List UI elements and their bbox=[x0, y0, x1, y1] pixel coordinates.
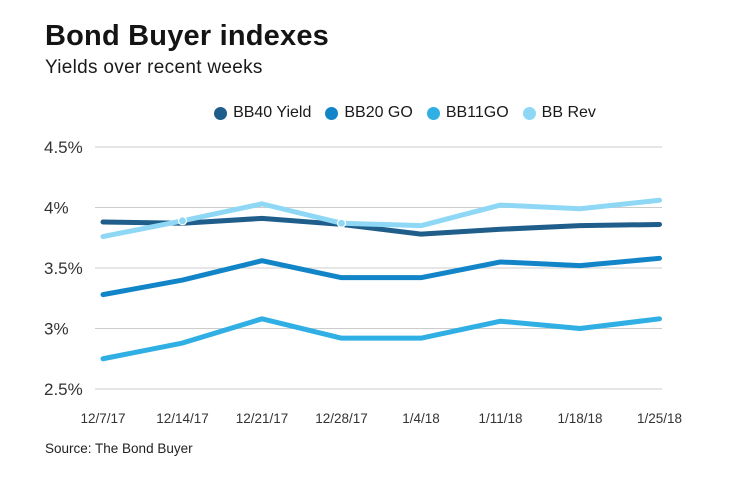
series-line-bb40-yield bbox=[100, 215, 662, 237]
legend-label-bb-rev: BB Rev bbox=[541, 104, 596, 121]
chart-subtitle: Yields over recent weeks bbox=[45, 57, 263, 78]
y-tick-label: 3.5% bbox=[44, 259, 83, 278]
y-tick-label: 4.5% bbox=[44, 138, 83, 157]
legend-label-bb11go: BB11GO bbox=[445, 104, 509, 121]
x-tick-label: 1/4/18 bbox=[402, 411, 440, 426]
x-tick-label: 1/18/18 bbox=[557, 411, 602, 426]
x-tick-label: 12/14/17 bbox=[156, 411, 209, 426]
legend-item-bb11go: BB11GO bbox=[426, 104, 509, 122]
legend-swatch-bb20-go bbox=[325, 106, 339, 120]
highlight-dot bbox=[336, 218, 347, 228]
source-credit: Source: The Bond Buyer bbox=[45, 441, 193, 456]
x-tick-label: 12/21/17 bbox=[236, 411, 289, 426]
x-tick-label: 12/7/17 bbox=[80, 411, 125, 426]
chart-title: Bond Buyer indexes bbox=[45, 20, 329, 52]
legend-swatch-bb40-yield bbox=[214, 106, 228, 120]
legend-label-bb40-yield: BB40 Yield bbox=[233, 104, 312, 121]
series-line-bb20-go bbox=[100, 255, 662, 298]
y-tick-label: 3% bbox=[44, 320, 69, 339]
x-tick-label: 1/25/18 bbox=[637, 411, 682, 426]
y-tick-label: 2.5% bbox=[44, 380, 83, 399]
legend-item-bb20-go: BB20 GO bbox=[325, 104, 413, 122]
legend: BB40 Yield BB20 GO BB11GO BB Rev bbox=[0, 104, 740, 122]
highlight-dot bbox=[177, 216, 188, 226]
x-tick-label: 12/28/17 bbox=[315, 411, 368, 426]
y-tick-label: 4% bbox=[44, 199, 69, 218]
legend-item-bb40-yield: BB40 Yield bbox=[214, 104, 311, 122]
legend-item-bb-rev: BB Rev bbox=[522, 104, 596, 122]
legend-swatch-bb11go bbox=[426, 106, 440, 120]
legend-label-bb20-go: BB20 GO bbox=[344, 104, 413, 121]
series-line-bb-rev bbox=[100, 197, 662, 240]
legend-swatch-bb-rev bbox=[522, 106, 536, 120]
series-line-bb11go bbox=[100, 316, 662, 362]
x-tick-label: 1/11/18 bbox=[478, 411, 522, 426]
